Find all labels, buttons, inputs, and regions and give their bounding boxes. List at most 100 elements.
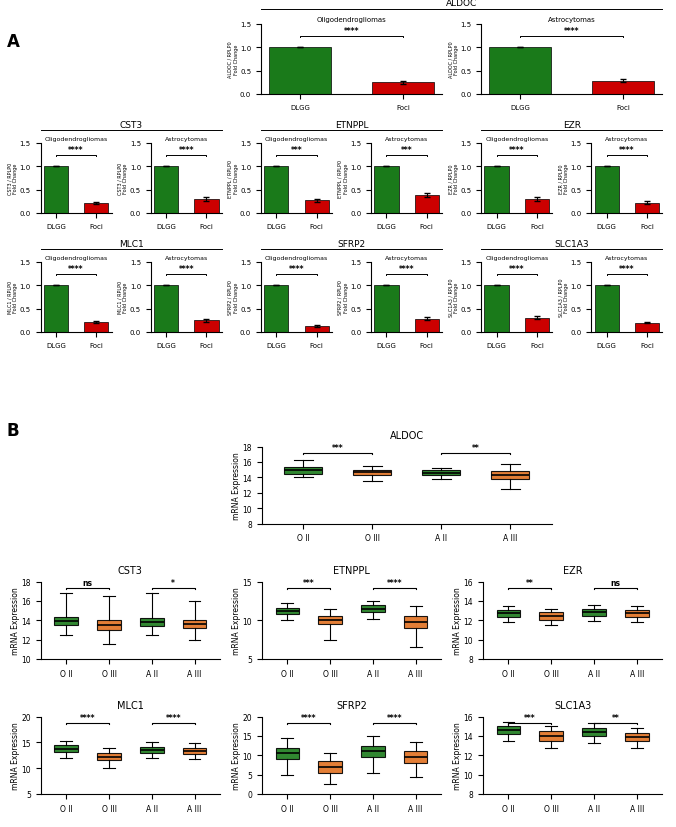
Y-axis label: mRNA Expression: mRNA Expression [232,586,241,654]
Text: ALDOC: ALDOC [446,0,477,8]
Y-axis label: ETNPPL / RPLP0
Fold Change: ETNPPL / RPLP0 Fold Change [228,160,239,198]
Bar [635,203,659,213]
Y-axis label: EZR / RPLP0
Fold Change: EZR / RPLP0 Fold Change [448,164,459,194]
Title: Astrocytomas: Astrocytomas [165,137,208,142]
Text: ****: **** [564,26,579,36]
Text: ***: *** [332,444,343,452]
Title: Oligodendrogliomas: Oligodendrogliomas [485,137,548,142]
Title: SFRP2: SFRP2 [336,700,367,710]
Text: ****: **** [387,714,402,723]
Title: Oligodendrogliomas: Oligodendrogliomas [265,256,328,261]
Bar [414,196,439,213]
Bar [44,286,68,332]
Y-axis label: SFRP2 / RPLP0
Fold Change: SFRP2 / RPLP0 Fold Change [338,280,349,315]
PathPatch shape [183,748,206,754]
PathPatch shape [284,467,322,474]
PathPatch shape [539,731,563,741]
Title: Oligodendrogliomas: Oligodendrogliomas [485,256,548,261]
Bar [44,167,68,213]
Y-axis label: ALDOC / RPLP0
Fold Change: ALDOC / RPLP0 Fold Change [448,41,459,78]
Y-axis label: mRNA Expression: mRNA Expression [232,721,241,789]
Y-axis label: CST3 / RPLP0
Fold Change: CST3 / RPLP0 Fold Change [118,163,128,194]
Title: Astrocytomas: Astrocytomas [385,256,428,261]
Title: CST3: CST3 [118,566,143,576]
PathPatch shape [318,617,342,624]
PathPatch shape [422,471,460,476]
Y-axis label: SFRP2 / RPLP0
Fold Change: SFRP2 / RPLP0 Fold Change [228,280,239,315]
Bar [485,167,509,213]
Text: **: ** [612,714,619,723]
Bar [414,319,439,332]
Text: ****: **** [68,146,84,155]
PathPatch shape [55,745,78,752]
Title: Astrocytomas: Astrocytomas [605,256,648,261]
Title: ALDOC: ALDOC [390,431,424,441]
Bar [525,199,549,213]
Text: *: * [171,579,175,588]
PathPatch shape [354,470,391,476]
Y-axis label: mRNA Expression: mRNA Expression [11,721,20,789]
PathPatch shape [497,609,521,618]
PathPatch shape [539,613,563,620]
Bar [485,286,509,332]
PathPatch shape [183,620,206,629]
Text: ****: **** [80,714,95,723]
Y-axis label: EZR / RPLP0
Fold Change: EZR / RPLP0 Fold Change [558,164,569,194]
PathPatch shape [361,746,385,758]
Title: Oligodendrogliomas: Oligodendrogliomas [316,17,387,23]
PathPatch shape [625,734,648,741]
Text: EZR: EZR [563,121,581,130]
Bar [595,286,619,332]
Text: ***: *** [401,146,412,155]
Text: ****: **** [178,146,194,155]
Text: ****: **** [387,579,402,588]
PathPatch shape [491,471,529,480]
Title: Astrocytomas: Astrocytomas [385,137,428,142]
PathPatch shape [404,752,427,763]
Text: ****: **** [289,265,304,273]
Y-axis label: CST3 / RPLP0
Fold Change: CST3 / RPLP0 Fold Change [7,163,18,194]
Text: ****: **** [509,265,525,273]
Bar [375,286,399,332]
Text: ****: **** [344,26,359,36]
Text: ****: **** [301,714,316,723]
Y-axis label: ALDOC / RPLP0
Fold Change: ALDOC / RPLP0 Fold Change [228,41,239,78]
Title: Oligodendrogliomas: Oligodendrogliomas [45,137,107,142]
Bar [84,323,108,332]
Text: CST3: CST3 [120,121,143,130]
Text: ***: *** [291,146,302,155]
Title: ETNPPL: ETNPPL [333,566,370,576]
Bar [595,167,619,213]
Title: EZR: EZR [563,566,583,576]
Text: ****: **** [178,265,194,273]
Bar [375,167,399,213]
Bar [84,203,108,213]
PathPatch shape [97,753,121,761]
Text: A: A [7,33,20,51]
Y-axis label: MLC1 / RPLP0
Fold Change: MLC1 / RPLP0 Fold Change [7,281,18,314]
PathPatch shape [582,609,606,617]
Bar [264,167,289,213]
Text: ****: **** [399,265,414,273]
PathPatch shape [97,620,121,630]
PathPatch shape [276,608,299,614]
Bar [154,286,178,332]
Title: SLC1A3: SLC1A3 [554,700,592,710]
PathPatch shape [276,748,299,759]
PathPatch shape [582,729,606,736]
Bar [194,199,218,213]
PathPatch shape [140,747,164,753]
Title: Oligodendrogliomas: Oligodendrogliomas [45,256,107,261]
Bar [264,286,289,332]
Text: ****: **** [619,265,635,273]
PathPatch shape [140,619,164,626]
Y-axis label: mRNA Expression: mRNA Expression [11,586,20,654]
PathPatch shape [55,618,78,625]
Text: ****: **** [509,146,525,155]
Text: SFRP2: SFRP2 [337,240,366,248]
Text: SLC1A3: SLC1A3 [554,240,589,248]
Text: ETNPPL: ETNPPL [335,121,368,130]
Y-axis label: SLC1A3 / RPLP0
Fold Change: SLC1A3 / RPLP0 Fold Change [558,278,569,317]
Text: ****: **** [68,265,84,273]
Title: MLC1: MLC1 [117,700,144,710]
